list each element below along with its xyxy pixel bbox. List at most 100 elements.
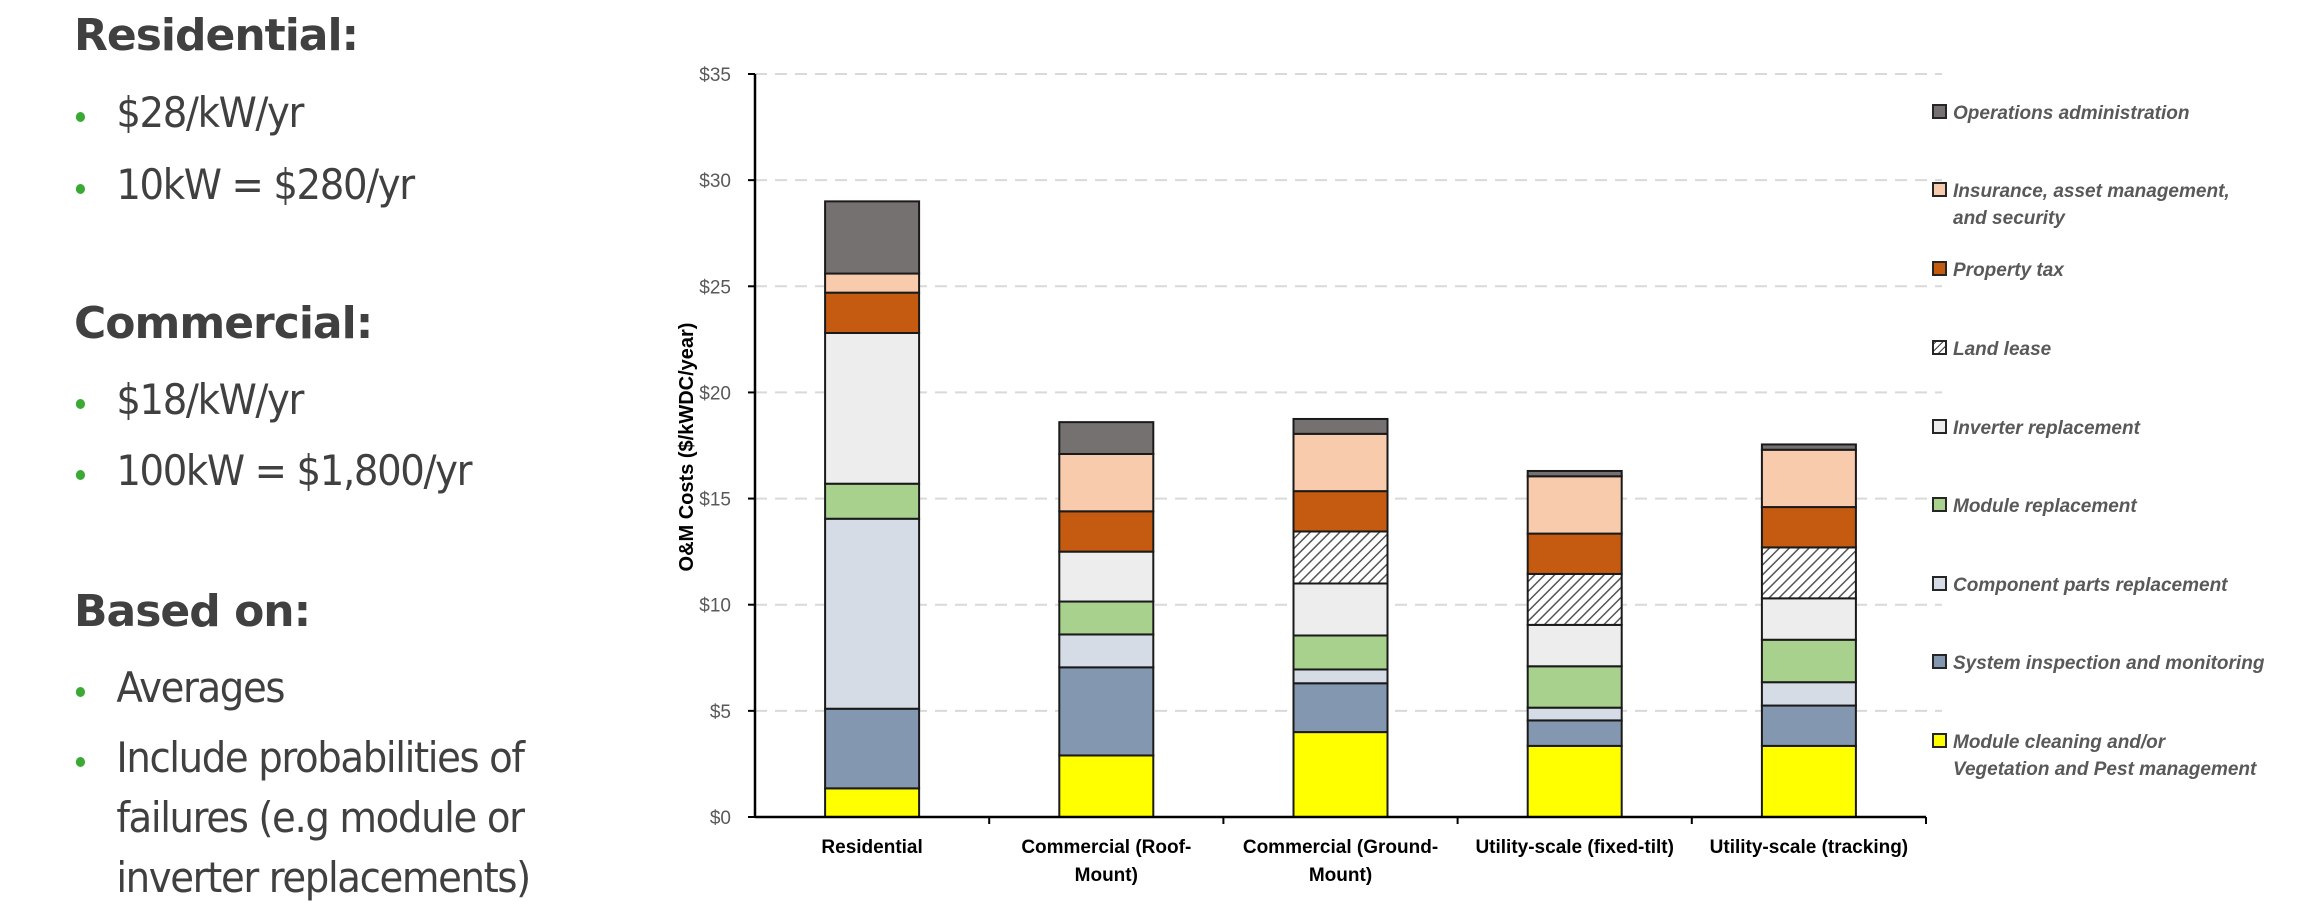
y-tick-label: $20 — [699, 383, 731, 404]
legend-label: and security — [1953, 208, 2066, 229]
gridlines — [755, 73, 1942, 712]
legend-item: Insurance, asset management, and security — [1932, 181, 2230, 229]
legend-item: Property tax — [1932, 260, 2065, 281]
bar-segment-inverter-replacement — [1760, 597, 1857, 641]
y-tick-label: $5 — [710, 702, 731, 723]
legend-swatch-icon — [1932, 104, 1947, 119]
bar-segment-module-replacement — [1292, 634, 1389, 671]
bar-stack — [1058, 421, 1155, 818]
legend-label: Land lease — [1953, 339, 2052, 360]
bar-stack — [824, 200, 921, 819]
bar-segment-module-replacement — [824, 482, 921, 520]
bar-segment-property-tax — [1760, 506, 1857, 549]
bar-segment-insurance-asset-management-and-security — [1526, 475, 1623, 535]
x-category-label: Mount) — [1075, 865, 1138, 886]
bullet-icon — [75, 470, 86, 480]
bar-segment-inverter-replacement — [1058, 550, 1155, 603]
bars — [824, 200, 1857, 819]
bar-segment-module-replacement — [1760, 638, 1857, 684]
bar-segment-component-parts-replacement — [824, 517, 921, 710]
legend-swatch-icon — [1932, 340, 1947, 355]
legend-swatch-icon — [1932, 733, 1947, 748]
legend-item: Component parts replacement — [1932, 575, 2228, 596]
legend-item: Module replacement — [1932, 496, 2137, 517]
bar-segment-insurance-asset-management-and-security — [1292, 432, 1389, 493]
bar-segment-system-inspection-and-monitoring — [1292, 682, 1389, 734]
bar-segment-component-parts-replacement — [1058, 633, 1155, 669]
bar-segment-insurance-asset-management-and-security — [824, 272, 921, 294]
legend-item: Operations administration — [1932, 103, 2189, 124]
bar-stack — [1760, 443, 1857, 818]
legend-label: Property tax — [1953, 260, 2065, 281]
bar-segment-module-cleaning-and-or-vegetation-and-pest-management — [1526, 744, 1623, 818]
bar-segment-operations-administration — [1526, 469, 1623, 478]
bar-segment-component-parts-replacement — [1526, 706, 1623, 722]
legend-swatch-icon — [1932, 261, 1947, 276]
y-tick-label: $35 — [699, 65, 731, 86]
bar-segment-land-lease — [1760, 546, 1857, 600]
legend-swatch-icon — [1932, 419, 1947, 434]
y-tick-label: $15 — [699, 490, 731, 511]
y-tick-label: $0 — [710, 808, 731, 829]
legend-item: System inspection and monitoring — [1932, 653, 2265, 674]
legend-swatch-icon — [1932, 182, 1947, 197]
bar-segment-property-tax — [1292, 490, 1389, 533]
bar-segment-inverter-replacement — [1292, 582, 1389, 637]
section-heading: Residential: — [74, 10, 359, 61]
bullet-text: Include probabilities of — [116, 733, 525, 782]
bar-segment-property-tax — [824, 291, 921, 334]
bar-stack — [1292, 417, 1389, 818]
bullet-text: inverter replacements) — [116, 853, 531, 902]
legend: Operations administration Insurance, asse… — [1932, 103, 2265, 780]
bar-stack — [1526, 469, 1623, 818]
y-tick-label: $30 — [699, 171, 731, 192]
bar-segment-module-replacement — [1058, 600, 1155, 636]
y-axis-title: O&M Costs ($/kWDC/year) — [676, 323, 698, 572]
bar-segment-land-lease — [1526, 572, 1623, 626]
bullet-text: $18/kW/yr — [116, 375, 304, 424]
bar-segment-module-cleaning-and-or-vegetation-and-pest-management — [824, 787, 921, 819]
legend-label: Operations administration — [1953, 103, 2189, 124]
bar-segment-system-inspection-and-monitoring — [824, 707, 921, 790]
bar-segment-inverter-replacement — [824, 331, 921, 485]
bar-segment-module-cleaning-and-or-vegetation-and-pest-management — [1760, 744, 1857, 818]
axes: $0 $5 $10 $15 $20 $25 $30 $35 Residential Commerc… — [699, 65, 1927, 886]
bar-segment-module-replacement — [1526, 665, 1623, 709]
bar-segment-insurance-asset-management-and-security — [1760, 448, 1857, 509]
legend-item: Land lease — [1932, 339, 2052, 360]
legend-swatch-icon — [1932, 576, 1947, 591]
bar-segment-inverter-replacement — [1526, 623, 1623, 668]
bullet-icon — [75, 112, 86, 122]
legend-label: Component parts replacement — [1953, 575, 2228, 596]
bar-segment-module-cleaning-and-or-vegetation-and-pest-management — [1058, 754, 1155, 818]
bar-segment-system-inspection-and-monitoring — [1760, 704, 1857, 747]
bullet-text: Averages — [116, 663, 285, 712]
x-category-label: Commercial (Roof- — [1021, 837, 1191, 858]
summary-panel: Residential: $28/kW/yr 10kW = $280/yr Comme… — [0, 0, 640, 919]
bar-segment-property-tax — [1526, 532, 1623, 575]
bar-segment-operations-administration — [1058, 421, 1155, 455]
legend-label: Module replacement — [1953, 496, 2137, 517]
bullet-text: failures (e.g module or — [116, 793, 525, 842]
legend-label: System inspection and monitoring — [1953, 653, 2265, 674]
bar-segment-land-lease — [1292, 530, 1389, 585]
legend-item: Inverter replacement — [1932, 418, 2141, 439]
legend-label: Insurance, asset management, — [1953, 181, 2230, 202]
y-tick-label: $10 — [699, 596, 731, 617]
bar-segment-operations-administration — [1760, 443, 1857, 451]
bar-segment-operations-administration — [824, 200, 921, 275]
bullet-icon — [75, 757, 86, 767]
x-category-label: Utility-scale (tracking) — [1710, 837, 1909, 858]
bullet-icon — [75, 184, 86, 194]
bar-segment-module-cleaning-and-or-vegetation-and-pest-management — [1292, 731, 1389, 818]
legend-item: Module cleaning and/or Vegetation and Pes… — [1932, 732, 2257, 780]
bullet-text: 100kW = $1,800/yr — [116, 446, 472, 495]
legend-swatch-icon — [1932, 497, 1947, 512]
legend-label: Module cleaning and/or — [1953, 732, 2167, 753]
legend-label: Inverter replacement — [1953, 418, 2141, 439]
x-category-label: Residential — [821, 837, 922, 858]
x-category-label: Mount) — [1309, 865, 1372, 886]
legend-swatch-icon — [1932, 654, 1947, 669]
x-category-label: Utility-scale (fixed-tilt) — [1475, 837, 1673, 858]
